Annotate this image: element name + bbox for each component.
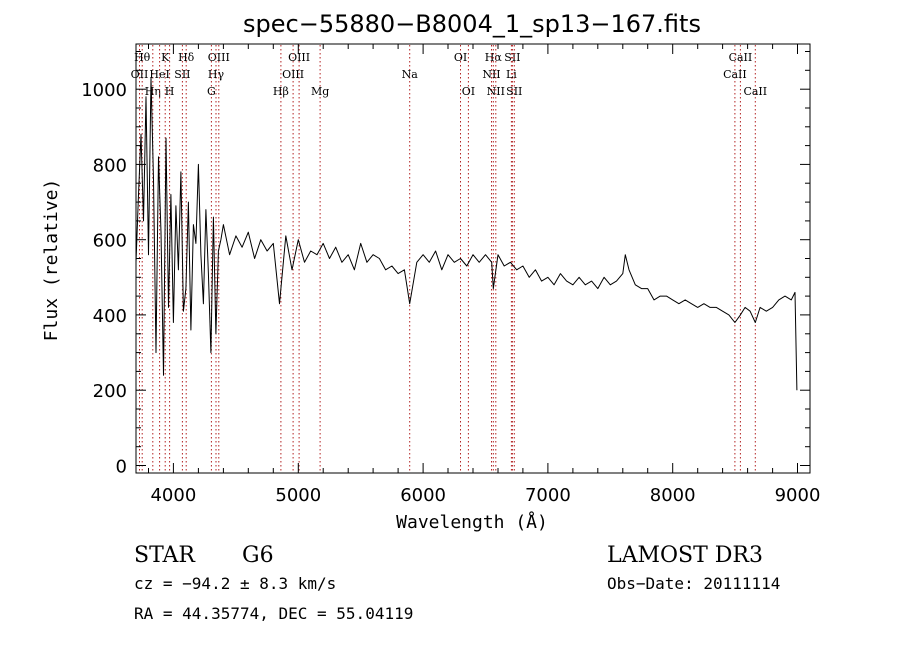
marker-label-SII-6731: SII	[506, 85, 522, 98]
plot-frame	[135, 43, 811, 474]
x-tick-label: 6000	[400, 485, 446, 506]
x-tick-label: 8000	[650, 485, 696, 506]
marker-label-OII: OII	[131, 68, 149, 81]
x-tick-label: 9000	[775, 485, 821, 506]
line-marker-layer: Hθ OII Hη K HeI H Hδ SII OIII Hγ G OIII OIII Hβ Mg Na OI…	[131, 45, 767, 472]
y-tick-label: 400	[93, 306, 127, 327]
marker-label-Na: Na	[402, 68, 419, 81]
y-tick-label: 1000	[81, 80, 127, 101]
marker-label-Li: Li	[506, 68, 517, 81]
y-tick-label: 600	[93, 231, 127, 252]
marker-label-HO: Hθ	[134, 51, 151, 64]
marker-label-CaII-8542: CaII	[729, 51, 753, 64]
series-layer	[135, 77, 798, 391]
redshift-line: cz = −94.2 ± 8.3 km/s	[134, 574, 336, 593]
marker-label-G: G	[207, 85, 216, 98]
marker-label-HeI: HeI	[149, 68, 169, 81]
marker-label-NII-6583: NII	[487, 85, 505, 98]
coordinates-line: RA = 44.35774, DEC = 55.04119	[134, 604, 413, 623]
marker-label-Hdelta: Hδ	[178, 51, 195, 64]
y-axis-label: Flux (relative)	[41, 179, 62, 342]
marker-label-Mg: Mg	[311, 85, 329, 98]
marker-label-OIII-4363: OIII	[208, 51, 230, 64]
x-axis-ticks: 4000 5000 6000 7000 8000 9000	[148, 44, 821, 506]
marker-label-SII-6716: SII	[504, 51, 520, 64]
chart-title: spec−55880−B8004_1_sp13−167.fits	[243, 10, 701, 38]
y-tick-label: 0	[116, 457, 127, 478]
marker-label-H: H	[165, 85, 175, 98]
x-tick-label: 5000	[275, 485, 321, 506]
marker-label-OIII-4959: OIII	[282, 68, 304, 81]
marker-label-NII-6548: NII	[482, 68, 500, 81]
object-subclass: G6	[242, 543, 274, 568]
marker-label-OI-6300: OI	[454, 51, 467, 64]
marker-label-Hbeta: Hβ	[273, 85, 289, 98]
x-axis-label: Wavelength (Å)	[396, 511, 548, 533]
object-class: STAR	[134, 543, 196, 568]
x-tick-label: 4000	[150, 485, 196, 506]
x-tick-label: 7000	[525, 485, 571, 506]
marker-label-Halpha: Hα	[485, 51, 503, 64]
marker-label-Heta: Hη	[145, 85, 161, 98]
marker-label-CaII-8662: CaII	[743, 85, 767, 98]
marker-label-CaII-8498: CaII	[723, 68, 747, 81]
marker-label-Hgamma: Hγ	[208, 68, 225, 81]
marker-label-SII-4072: SII	[174, 68, 190, 81]
survey-name: LAMOST DR3	[607, 543, 763, 568]
marker-label-K: K	[161, 51, 170, 64]
y-axis-ticks: 0 200 400 600 800 1000	[81, 51, 810, 478]
marker-label-OI-6363: OI	[462, 85, 475, 98]
y-tick-label: 800	[93, 155, 127, 176]
obs-date-line: Obs−Date: 20111114	[607, 574, 780, 593]
y-tick-label: 200	[93, 381, 127, 402]
series-line-flux	[135, 77, 798, 391]
marker-label-OIII-5007: OIII	[288, 51, 310, 64]
